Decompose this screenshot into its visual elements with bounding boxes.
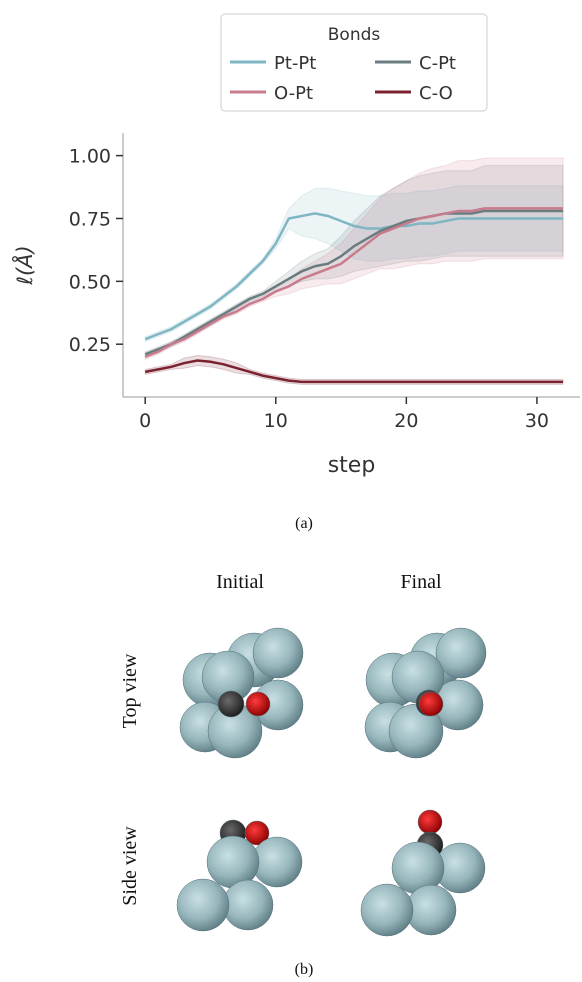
legend-label: Pt-Pt bbox=[274, 53, 316, 74]
column-label: Final bbox=[400, 571, 442, 593]
row-label: Side view bbox=[119, 826, 141, 906]
series-line bbox=[144, 209, 564, 356]
structure-initial-side bbox=[176, 819, 303, 932]
series-line bbox=[144, 212, 564, 341]
error-band bbox=[144, 157, 564, 361]
x-tick-label: 30 bbox=[525, 410, 549, 432]
chart: 0.25 0.50 0.75 1.00 0 10 20 30 step ℓ(Å) Bonds Pt-P… bbox=[11, 13, 580, 478]
structure-final-side bbox=[360, 809, 486, 937]
x-axis-label: step bbox=[328, 453, 376, 478]
series-line bbox=[144, 207, 564, 358]
y-tick-label: 0.50 bbox=[69, 271, 111, 293]
y-tick-label: 1.00 bbox=[69, 146, 111, 168]
column-label: Initial bbox=[216, 571, 264, 593]
error-band bbox=[144, 185, 564, 343]
caption: (a) bbox=[295, 515, 313, 532]
caption: (b) bbox=[295, 961, 314, 978]
structure-initial-top bbox=[179, 627, 304, 759]
legend: Bonds Pt-Pt C-Pt O-Pt C-O bbox=[220, 13, 488, 112]
legend-label: O-Pt bbox=[274, 83, 313, 104]
y-axis-label: ℓ(Å) bbox=[11, 245, 37, 285]
y-tick-label: 0.75 bbox=[69, 208, 111, 230]
legend-box bbox=[220, 13, 488, 112]
y-tick-label: 0.25 bbox=[69, 334, 111, 356]
legend-title: Bonds bbox=[328, 25, 381, 45]
error-band bbox=[144, 355, 564, 385]
series-line bbox=[144, 359, 564, 384]
legend-label: C-Pt bbox=[419, 53, 456, 74]
legend-label: C-O bbox=[419, 83, 453, 104]
structure-final-top bbox=[364, 627, 487, 759]
x-tick-label: 10 bbox=[264, 410, 288, 432]
x-tick-label: 20 bbox=[394, 410, 418, 432]
row-label: Top view bbox=[119, 653, 141, 728]
x-tick-label: 0 bbox=[139, 410, 151, 432]
